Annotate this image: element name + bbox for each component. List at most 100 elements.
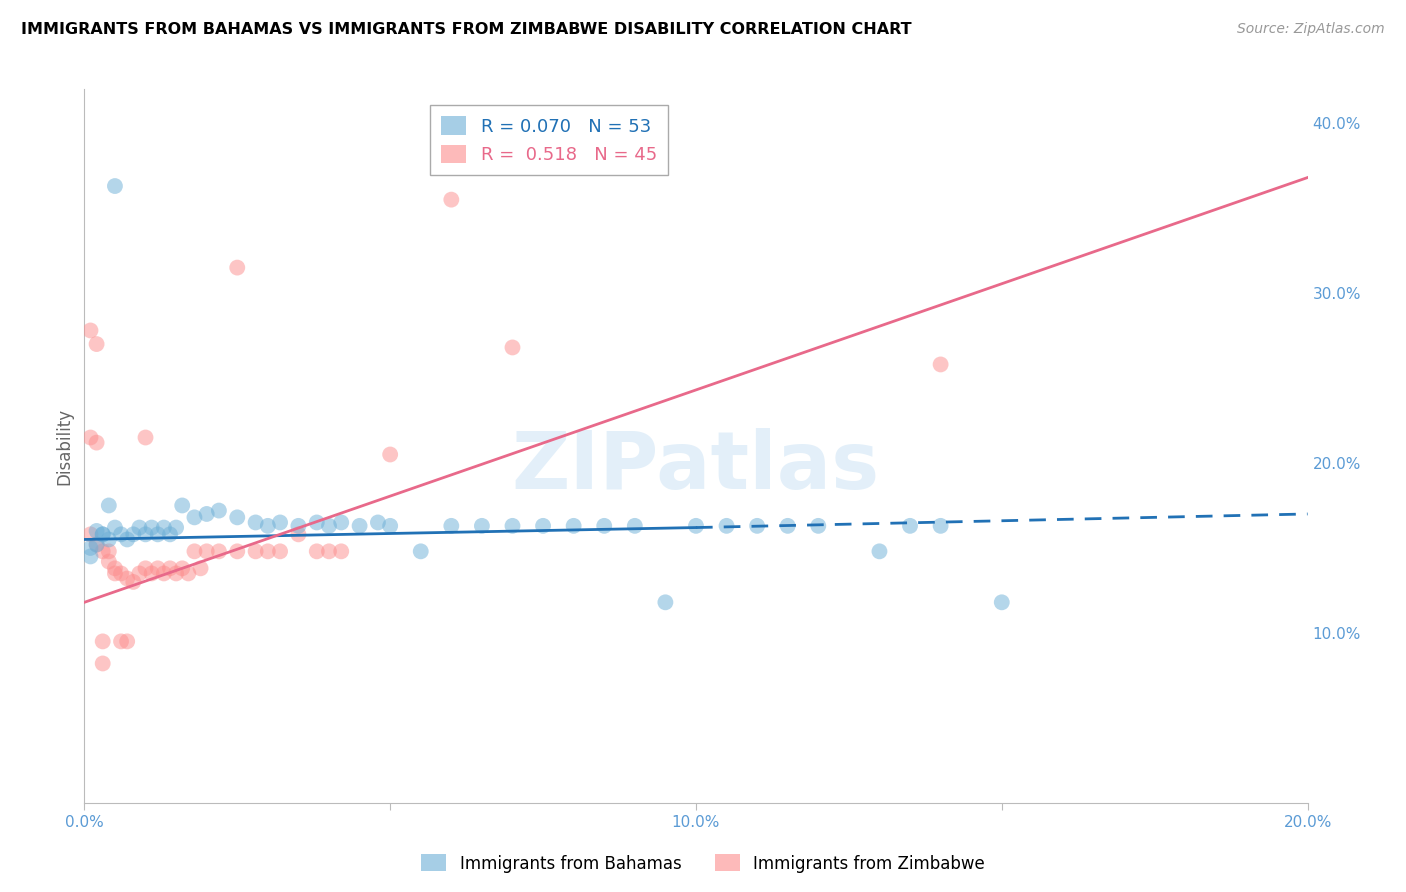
Point [183,510,205,524]
Point [91,544,114,558]
Point [135,430,157,444]
Point [440,519,463,533]
Point [654,595,676,609]
Point [226,510,249,524]
Point [929,358,952,372]
Point [165,520,187,534]
Point [257,544,280,558]
Point [269,516,291,530]
Point [115,572,138,586]
Point [380,448,402,462]
Point [562,519,585,533]
Point [165,566,187,581]
Point [226,260,249,275]
Point [110,566,132,581]
Point [86,537,108,551]
Point [91,634,114,648]
Point [471,519,494,533]
Point [685,519,707,533]
Point [287,519,309,533]
Point [245,516,267,530]
Point [183,544,205,558]
Text: Source: ZipAtlas.com: Source: ZipAtlas.com [1237,22,1385,37]
Point [245,544,267,558]
Point [86,435,108,450]
Point [869,544,891,558]
Point [135,527,157,541]
Point [287,527,309,541]
Point [807,519,830,533]
Point [104,566,127,581]
Point [146,561,169,575]
Point [226,544,249,558]
Point [380,519,402,533]
Point [776,519,799,533]
Point [269,544,291,558]
Point [86,524,108,538]
Point [97,533,120,547]
Point [91,657,114,671]
Point [79,541,101,555]
Point [97,499,120,513]
Point [104,520,127,534]
Y-axis label: Disability: Disability [55,408,73,484]
Point [177,566,200,581]
Point [97,555,120,569]
Point [747,519,769,533]
Point [79,430,101,444]
Point [135,561,157,575]
Point [110,527,132,541]
Point [898,519,921,533]
Point [91,527,114,541]
Point [122,574,145,589]
Point [141,520,163,534]
Text: ZIPatlas: ZIPatlas [512,428,880,507]
Legend: Immigrants from Bahamas, Immigrants from Zimbabwe: Immigrants from Bahamas, Immigrants from… [415,847,991,880]
Point [110,634,132,648]
Point [97,544,120,558]
Point [104,179,127,194]
Point [79,549,101,564]
Point [195,544,218,558]
Point [502,519,524,533]
Text: IMMIGRANTS FROM BAHAMAS VS IMMIGRANTS FROM ZIMBABWE DISABILITY CORRELATION CHART: IMMIGRANTS FROM BAHAMAS VS IMMIGRANTS FR… [21,22,911,37]
Point [195,507,218,521]
Point [257,519,280,533]
Point [159,561,181,575]
Point [305,516,328,530]
Point [153,566,176,581]
Point [153,520,176,534]
Point [208,503,231,517]
Point [716,519,738,533]
Point [79,323,101,337]
Point [115,634,138,648]
Point [440,193,463,207]
Point [115,533,138,547]
Point [318,519,340,533]
Point [593,519,616,533]
Point [128,566,150,581]
Point [86,337,108,351]
Point [624,519,647,533]
Point [208,544,231,558]
Point [146,527,169,541]
Point [929,519,952,533]
Point [330,516,353,530]
Point [86,537,108,551]
Point [330,544,353,558]
Point [128,520,150,534]
Point [318,544,340,558]
Point [104,561,127,575]
Point [172,499,194,513]
Point [367,516,389,530]
Point [409,544,432,558]
Point [190,561,212,575]
Point [502,341,524,355]
Point [159,527,181,541]
Point [79,527,101,541]
Legend: R = 0.070   N = 53, R =  0.518   N = 45: R = 0.070 N = 53, R = 0.518 N = 45 [430,105,668,175]
Point [531,519,554,533]
Point [122,527,145,541]
Point [991,595,1014,609]
Point [305,544,328,558]
